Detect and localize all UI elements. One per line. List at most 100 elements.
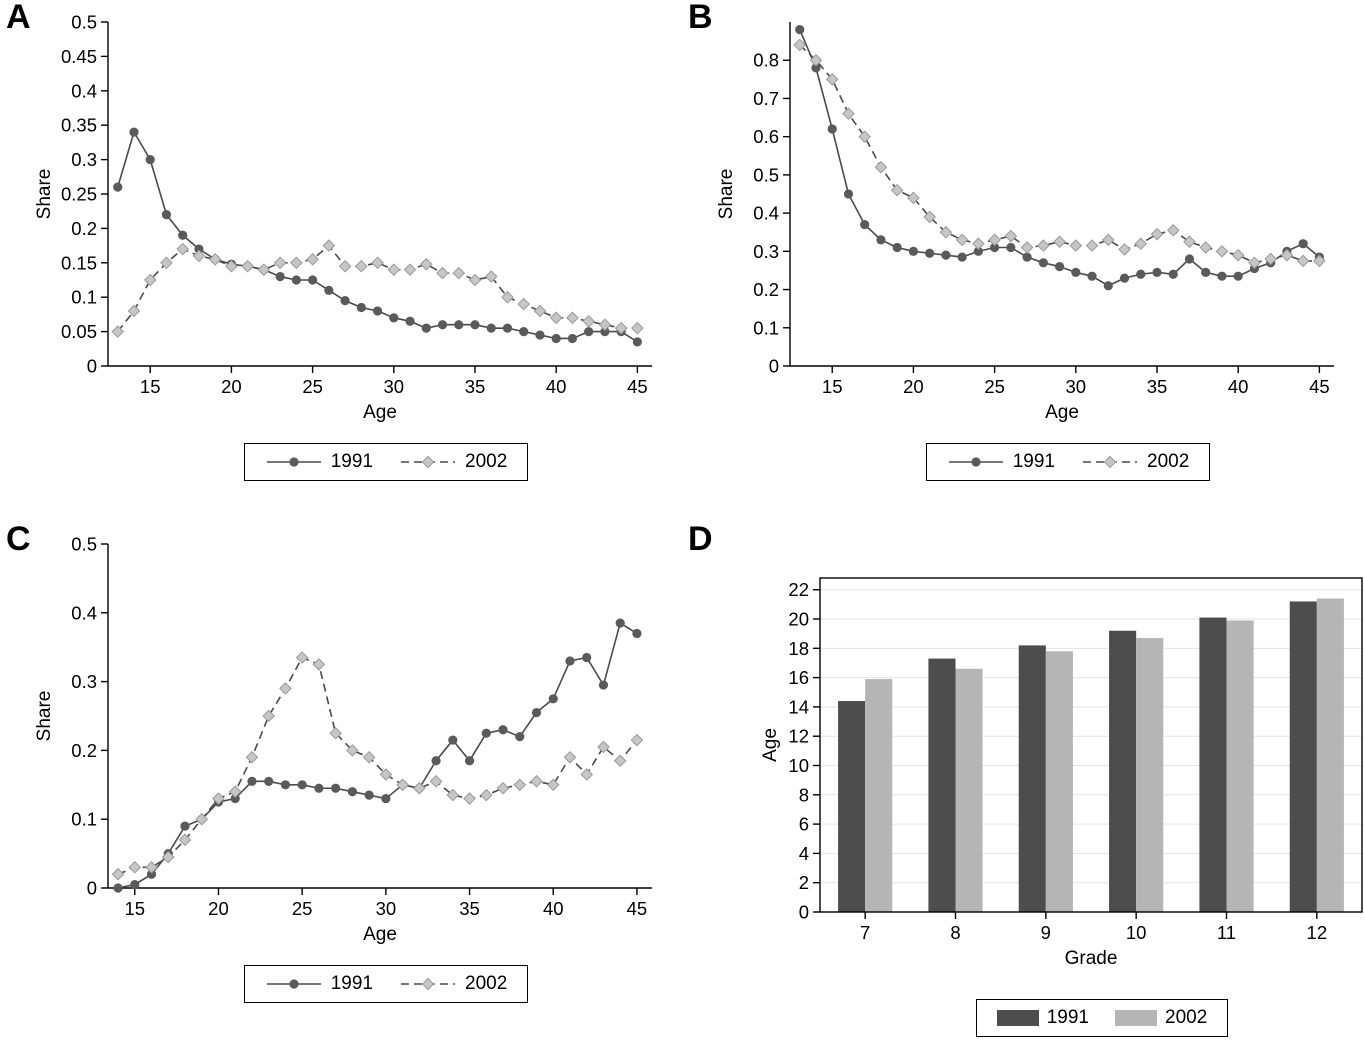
svg-text:25: 25	[984, 376, 1005, 397]
svg-text:40: 40	[543, 898, 564, 919]
panel-b-chart: 0 0.1 0.2 0.3 0.4 0.5 0.6 0.7 0.8 15 20 25 30 35 40 45 A…	[710, 10, 1364, 433]
panel-a-legend: 1991 2002	[243, 443, 529, 481]
panel-d-chart: 7 8 9 10 11 12 0 2 4 6 8 10 12 14 16 18 20 22 Grade Age	[756, 564, 1364, 977]
svg-text:Grade: Grade	[1065, 948, 1118, 969]
svg-text:2: 2	[799, 872, 809, 893]
panel-a-legend-row: 1991 2002	[10, 443, 706, 481]
legend-item-1991: 1991	[265, 451, 373, 473]
svg-text:4: 4	[799, 843, 809, 864]
legend-1991-swatch-icon	[996, 1009, 1039, 1027]
svg-text:0.15: 0.15	[61, 252, 97, 273]
svg-text:45: 45	[1309, 376, 1330, 397]
svg-text:Age: Age	[1045, 402, 1079, 423]
panel-c: C 0 0.1 0.2 0.3 0.4 0.5 15 20 25 30 35 40 45 Age Share…	[0, 522, 682, 1044]
svg-text:20: 20	[788, 608, 809, 629]
svg-text:12: 12	[788, 726, 809, 747]
legend-1991-line-sample-icon	[265, 975, 323, 993]
panel-b-legend-row: 1991 2002	[692, 443, 1364, 481]
legend-2002-label: 2002	[465, 973, 508, 994]
svg-text:0.6: 0.6	[753, 126, 779, 147]
svg-text:Age: Age	[363, 924, 397, 945]
svg-text:25: 25	[292, 898, 313, 919]
legend-1991-line-sample-icon	[947, 453, 1005, 471]
svg-text:12: 12	[1307, 922, 1328, 943]
svg-text:0.2: 0.2	[71, 218, 97, 239]
svg-text:0: 0	[799, 901, 809, 922]
svg-text:0.4: 0.4	[71, 80, 97, 101]
svg-text:45: 45	[627, 898, 648, 919]
svg-text:15: 15	[822, 376, 843, 397]
svg-text:0.25: 0.25	[61, 183, 97, 204]
svg-text:11: 11	[1217, 922, 1236, 943]
svg-text:0.1: 0.1	[71, 809, 97, 830]
svg-text:15: 15	[124, 898, 145, 919]
svg-text:0: 0	[87, 355, 97, 376]
svg-text:6: 6	[799, 814, 809, 835]
svg-text:25: 25	[302, 376, 323, 397]
legend-2002-line-sample-icon	[1081, 453, 1139, 471]
panel-c-legend: 1991 2002	[243, 965, 529, 1003]
svg-text:7: 7	[860, 922, 870, 943]
svg-text:0.1: 0.1	[71, 287, 97, 308]
svg-text:0.4: 0.4	[71, 602, 97, 623]
legend-1991-label: 1991	[330, 451, 373, 472]
legend-item-2002: 2002	[1115, 1007, 1207, 1029]
legend-item-2002: 2002	[1081, 451, 1189, 473]
svg-text:35: 35	[465, 376, 486, 397]
svg-text:0.2: 0.2	[71, 740, 97, 761]
legend-2002-label: 2002	[465, 451, 508, 472]
svg-text:0.7: 0.7	[753, 88, 779, 109]
legend-2002-swatch-icon	[1115, 1009, 1157, 1027]
svg-text:0.05: 0.05	[61, 321, 97, 342]
svg-text:0.3: 0.3	[753, 241, 779, 262]
panel-b: B 0 0.1 0.2 0.3 0.4 0.5 0.6 0.7 0.8 15 20 25 30 35 40 4…	[682, 0, 1364, 522]
svg-text:35: 35	[1147, 376, 1168, 397]
svg-text:40: 40	[1228, 376, 1249, 397]
svg-text:0.8: 0.8	[753, 50, 779, 71]
legend-2002-label: 2002	[1165, 1007, 1208, 1028]
svg-text:18: 18	[788, 638, 809, 659]
panel-b-label: B	[688, 0, 713, 36]
legend-1991-label: 1991	[1046, 1007, 1089, 1028]
panel-d: D 7 8 9 10 11 12 0 2 4 6 8 10 12 14 16 18 20 22 Grade Age 1…	[682, 522, 1364, 1044]
svg-text:20: 20	[208, 898, 229, 919]
svg-text:0.45: 0.45	[61, 46, 97, 67]
svg-text:0.3: 0.3	[71, 149, 97, 170]
panel-c-legend-row: 1991 2002	[10, 965, 706, 1003]
panel-c-chart: 0 0.1 0.2 0.3 0.4 0.5 15 20 25 30 35 40 45 Age Share	[28, 532, 682, 955]
panel-d-legend-row: 1991 2002	[692, 999, 1364, 1037]
svg-text:35: 35	[459, 898, 480, 919]
svg-text:30: 30	[1066, 376, 1087, 397]
legend-1991-label: 1991	[1012, 451, 1055, 472]
panel-a-label: A	[6, 0, 31, 36]
svg-text:10: 10	[1126, 922, 1147, 943]
panel-a: A 0 0.05 0.1 0.15 0.2 0.25 0.3 0.35 0.4 0.45 0.5 15…	[0, 0, 682, 522]
legend-1991-line-sample-icon	[265, 453, 323, 471]
svg-text:20: 20	[221, 376, 242, 397]
svg-text:Share: Share	[34, 169, 55, 220]
legend-2002-line-sample-icon	[399, 975, 457, 993]
svg-text:0: 0	[769, 355, 779, 376]
svg-text:0.5: 0.5	[71, 533, 97, 554]
svg-text:16: 16	[788, 667, 809, 688]
svg-text:0.1: 0.1	[753, 317, 779, 338]
svg-text:8: 8	[799, 784, 809, 805]
svg-text:30: 30	[376, 898, 397, 919]
svg-text:14: 14	[788, 696, 809, 717]
svg-text:Age: Age	[760, 728, 781, 762]
legend-item-2002: 2002	[399, 451, 507, 473]
svg-text:0.5: 0.5	[753, 164, 779, 185]
panel-c-label: C	[6, 520, 31, 558]
svg-text:Age: Age	[363, 402, 397, 423]
svg-text:Share: Share	[716, 169, 737, 220]
panel-b-legend: 1991 2002	[925, 443, 1211, 481]
svg-text:0.3: 0.3	[71, 671, 97, 692]
svg-text:22: 22	[788, 579, 809, 600]
svg-text:0.5: 0.5	[71, 11, 97, 32]
legend-item-1991: 1991	[947, 451, 1055, 473]
svg-text:8: 8	[950, 922, 960, 943]
legend-item-2002: 2002	[399, 973, 507, 995]
legend-2002-line-sample-icon	[399, 453, 457, 471]
legend-2002-label: 2002	[1147, 451, 1190, 472]
